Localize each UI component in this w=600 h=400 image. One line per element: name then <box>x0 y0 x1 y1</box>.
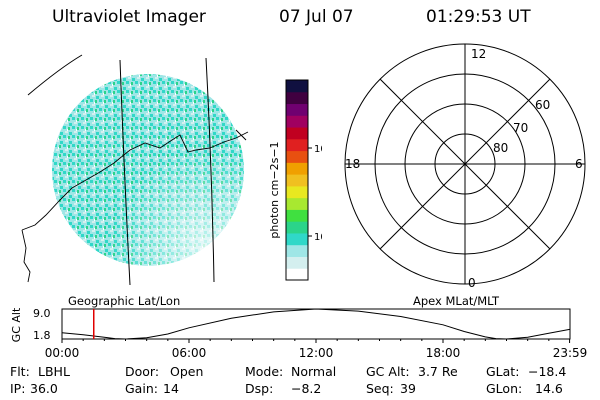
mlt-label-0: 0 <box>468 276 476 290</box>
orbit-timeline: GC Alt 9.0 1.8 00:00 06:00 12:00 18:00 2… <box>10 307 588 360</box>
color-bar-tick-100: 100 <box>314 144 322 155</box>
timeline-y-label: GC Alt <box>10 307 23 342</box>
mlt-label-12: 12 <box>471 47 486 61</box>
glat-value: −18.4 <box>528 364 567 379</box>
ip-value: 36.0 <box>30 381 58 396</box>
color-bar-frame <box>285 79 309 281</box>
color-bar-block <box>286 244 308 257</box>
color-bar: 100 10 photon cm−2s−1 <box>268 79 322 281</box>
lat-label-80: 80 <box>493 141 508 155</box>
timeline-frame <box>61 308 571 340</box>
app-title: Ultraviolet Imager <box>52 7 206 27</box>
color-bar-tick-10: 10 <box>314 232 322 243</box>
color-bar-ticks <box>308 147 312 237</box>
graticule-lines <box>27 54 247 286</box>
uv-disc <box>52 74 244 266</box>
timeline-xtick-1: 06:00 <box>172 346 207 360</box>
glat-label: GLat: <box>486 364 520 379</box>
gc-alt-label: GC Alt: <box>366 364 410 379</box>
date-label: 07 Jul 07 <box>279 7 354 27</box>
dsp-label: Dsp: <box>245 381 274 396</box>
door-value: Open <box>170 364 204 379</box>
timeline-xtick-3: 18:00 <box>426 346 461 360</box>
color-bar-block <box>286 138 308 152</box>
timeline-ytick-bottom: 1.8 <box>33 329 51 342</box>
lat-label-70: 70 <box>513 121 528 135</box>
seq-value: 39 <box>400 381 416 396</box>
color-bar-block <box>286 174 308 187</box>
color-bar-scale <box>285 79 309 281</box>
mode-value: Normal <box>291 364 337 379</box>
gc-alt-value: 3.7 Re <box>418 364 458 379</box>
altitude-curve <box>61 308 570 340</box>
geographic-label: Geographic Lat/Lon <box>68 294 181 308</box>
ip-label: IP: <box>10 381 26 396</box>
door-label: Door: <box>125 364 160 379</box>
timeline-xtick-2: 12:00 <box>299 346 334 360</box>
timeline-ytick-top: 9.0 <box>33 307 51 320</box>
lat-label-60: 60 <box>535 98 550 112</box>
apex-label: Apex MLat/MLT <box>413 294 500 308</box>
mlt-label-6: 6 <box>575 157 583 171</box>
color-bar-block <box>286 185 308 199</box>
timeline-xtick-0: 00:00 <box>45 346 80 360</box>
filter-label: Flt: <box>10 364 30 379</box>
color-bar-block <box>286 256 308 269</box>
color-bar-block <box>286 80 308 93</box>
coastline <box>21 131 249 283</box>
polar-spokes <box>345 44 585 284</box>
color-bar-unit-label: photon cm−2s−1 <box>268 141 281 238</box>
color-bar-block <box>286 197 308 210</box>
mode-label: Mode: <box>245 364 284 379</box>
dsp-value: −8.2 <box>291 381 322 396</box>
color-bar-block <box>286 221 308 234</box>
color-bar-block <box>286 115 308 128</box>
color-bar-block <box>286 150 308 163</box>
uv-image-panel <box>21 54 249 286</box>
polar-plot: 12 18 6 0 60 70 80 <box>344 43 586 290</box>
seq-label: Seq: <box>366 381 394 396</box>
color-bar-block <box>286 268 308 281</box>
color-bar-block <box>286 232 308 246</box>
color-bar-block <box>286 209 308 222</box>
color-bar-block <box>286 103 308 116</box>
gain-label: Gain: <box>125 381 158 396</box>
timeline-x-ticks <box>61 339 571 343</box>
gain-value: 14 <box>163 381 179 396</box>
color-bar-block <box>286 91 308 105</box>
filter-value: LBHL <box>38 364 70 379</box>
mlt-label-18: 18 <box>345 157 360 171</box>
time-label: 01:29:53 UT <box>426 7 531 27</box>
color-bar-block <box>286 162 308 175</box>
glon-label: GLon: <box>486 381 523 396</box>
glon-value: 14.6 <box>535 381 563 396</box>
color-bar-block <box>286 127 308 140</box>
timeline-xtick-4: 23:59 <box>553 346 588 360</box>
